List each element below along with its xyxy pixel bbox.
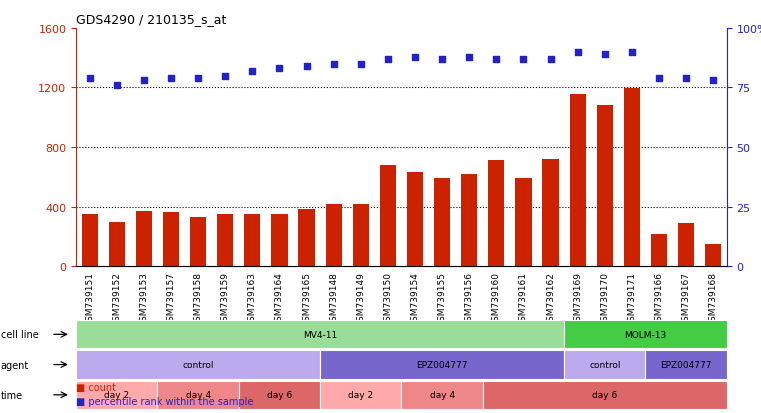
Bar — [515, 179, 531, 266]
Bar — [624, 89, 640, 266]
Text: EPZ004777: EPZ004777 — [416, 360, 468, 369]
Text: MV4-11: MV4-11 — [303, 330, 337, 339]
Point — [138, 78, 150, 85]
Text: ■ percentile rank within the sample: ■ percentile rank within the sample — [76, 396, 253, 406]
Bar — [543, 159, 559, 266]
Point — [219, 73, 231, 80]
Text: day 6: day 6 — [267, 390, 292, 399]
Bar — [244, 214, 260, 266]
Point — [355, 61, 367, 68]
Bar — [272, 214, 288, 266]
Point — [463, 54, 476, 61]
Text: day 2: day 2 — [104, 390, 129, 399]
Text: EPZ004777: EPZ004777 — [661, 360, 712, 369]
Point — [490, 57, 502, 63]
Point — [517, 57, 530, 63]
Point — [680, 76, 693, 82]
Text: time: time — [1, 390, 23, 400]
Text: cell line: cell line — [1, 330, 39, 339]
Bar — [217, 214, 234, 266]
Point — [247, 69, 259, 75]
Text: day 4: day 4 — [186, 390, 211, 399]
Bar — [569, 95, 586, 266]
Bar — [461, 174, 477, 266]
Point — [110, 83, 123, 89]
Point — [327, 61, 339, 68]
Point — [84, 76, 96, 82]
Bar — [109, 223, 125, 266]
Text: agent: agent — [1, 360, 29, 370]
Text: day 4: day 4 — [429, 390, 454, 399]
Bar — [298, 210, 315, 266]
Bar — [163, 213, 179, 266]
Bar — [135, 211, 152, 266]
Point — [382, 57, 394, 63]
Text: GDS4290 / 210135_s_at: GDS4290 / 210135_s_at — [76, 13, 227, 26]
Point — [301, 64, 313, 70]
Text: day 6: day 6 — [592, 390, 617, 399]
Point — [707, 78, 719, 85]
Text: control: control — [183, 360, 214, 369]
Text: ■ count: ■ count — [76, 382, 116, 392]
Bar — [407, 173, 423, 266]
Bar — [326, 205, 342, 266]
Text: control: control — [589, 360, 620, 369]
Bar — [81, 214, 97, 266]
Bar — [489, 160, 505, 266]
Point — [165, 76, 177, 82]
Point — [599, 52, 611, 58]
Text: day 2: day 2 — [349, 390, 374, 399]
Bar — [597, 106, 613, 266]
Point — [544, 57, 556, 63]
Text: MOLM-13: MOLM-13 — [624, 330, 667, 339]
Bar — [380, 166, 396, 266]
Bar — [651, 235, 667, 266]
Bar — [678, 223, 694, 266]
Bar — [352, 205, 369, 266]
Point — [273, 66, 285, 73]
Point — [192, 76, 204, 82]
Bar — [434, 179, 451, 266]
Point — [572, 50, 584, 56]
Point — [409, 54, 421, 61]
Point — [626, 50, 638, 56]
Point — [653, 76, 665, 82]
Bar — [190, 217, 206, 266]
Point — [436, 57, 448, 63]
Bar — [705, 245, 721, 266]
